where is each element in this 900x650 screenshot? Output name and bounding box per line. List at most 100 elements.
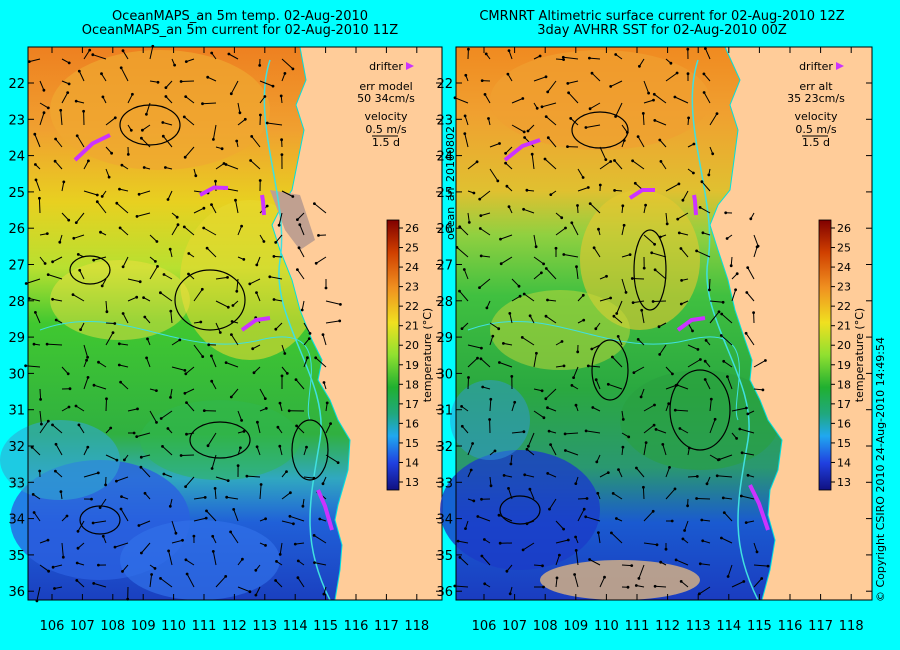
current-arrow [185, 559, 195, 566]
current-arrow [206, 247, 217, 258]
current-arrow [295, 542, 305, 545]
current-arrow-head [581, 176, 585, 179]
current-arrow-head [129, 128, 133, 132]
current-arrow-head [472, 499, 476, 503]
current-arrow-head [113, 116, 117, 120]
current-arrow-head [249, 159, 253, 162]
current-arrow [228, 53, 239, 60]
current-arrow [643, 80, 650, 94]
legend-err-label: err alt [799, 80, 833, 93]
current-arrow-head [678, 427, 682, 430]
current-arrow-head [632, 371, 636, 374]
current-arrow-head [520, 336, 524, 339]
current-arrow [60, 110, 63, 126]
current-arrow [138, 190, 151, 195]
current-arrow [467, 357, 478, 368]
current-arrow-head [487, 117, 490, 120]
current-arrow-head [220, 147, 224, 151]
current-arrow [531, 154, 535, 170]
current-arrow [479, 278, 491, 288]
current-arrow-head [626, 585, 630, 589]
current-arrow-head [548, 507, 551, 511]
current-arrow-head [676, 217, 680, 221]
current-arrow-head [702, 72, 706, 76]
current-arrow-head [498, 142, 501, 145]
current-arrow-head [139, 465, 143, 469]
current-arrow-head [659, 160, 663, 163]
current-arrow [533, 76, 547, 82]
current-arrow-head [74, 99, 78, 103]
current-arrow-head [635, 466, 638, 470]
current-arrow [555, 539, 569, 544]
current-arrow-head [164, 86, 168, 89]
lon-tick-label: 107 [502, 619, 527, 634]
drifter-track [260, 194, 266, 216]
current-arrow-head [75, 561, 79, 565]
current-arrow [215, 163, 225, 170]
current-arrow-head [588, 107, 592, 111]
current-arrow-head [211, 534, 215, 538]
current-arrow [259, 388, 266, 399]
current-arrow-head [472, 191, 476, 195]
current-arrow-head [169, 396, 172, 399]
current-arrow-head [183, 369, 187, 372]
current-arrow [76, 580, 85, 588]
current-arrow-head [654, 428, 658, 431]
current-arrow-head [243, 117, 247, 121]
legend-drifter-icon [836, 62, 844, 70]
current-arrow-head [87, 159, 90, 163]
current-arrow-head [562, 527, 565, 531]
current-arrow [636, 467, 645, 478]
current-arrow [76, 135, 85, 148]
current-arrow-head [43, 262, 47, 265]
lat-tick-label: 27 [436, 259, 453, 274]
current-arrow [665, 183, 680, 192]
current-arrow-head [226, 479, 230, 482]
current-arrow-head [522, 430, 526, 434]
legend-err-label: err model [359, 80, 412, 93]
current-arrow-head [74, 404, 78, 408]
current-arrow-head [582, 507, 586, 511]
current-arrow-head [681, 537, 685, 541]
current-arrow-head [338, 319, 342, 323]
current-arrow-head [686, 504, 689, 508]
current-arrow-head [460, 405, 463, 408]
current-arrow [599, 146, 607, 160]
current-arrow-head [184, 485, 188, 488]
current-arrow [149, 46, 154, 60]
colorbar-tick-label: 18 [837, 378, 851, 391]
current-arrow-head [88, 48, 92, 52]
current-arrow [467, 377, 469, 390]
current-arrow [246, 475, 261, 478]
current-arrow-head [700, 518, 704, 522]
current-arrow [611, 532, 623, 544]
current-arrow [83, 377, 89, 390]
current-arrow [185, 96, 195, 104]
current-arrow-head [67, 82, 71, 86]
current-arrow [275, 580, 283, 588]
current-arrow-head [105, 397, 108, 401]
lat-tick-label: 25 [436, 186, 453, 201]
current-arrow-head [631, 159, 634, 163]
current-arrow-head [502, 342, 505, 345]
current-arrow-head [78, 268, 82, 272]
current-arrow-head [288, 514, 292, 518]
current-arrow [753, 388, 763, 391]
current-arrow [555, 227, 566, 236]
current-arrow [83, 344, 89, 358]
current-arrow [489, 143, 500, 148]
lon-tick-label: 110 [594, 619, 619, 634]
current-arrow [83, 446, 89, 456]
current-arrow [550, 444, 557, 456]
current-arrow [567, 80, 579, 84]
current-arrow-head [205, 509, 208, 513]
current-arrow-head [744, 331, 748, 335]
current-arrow-head [187, 252, 191, 255]
current-arrow [505, 162, 513, 170]
current-arrow-head [38, 196, 41, 200]
current-arrow [250, 160, 261, 170]
current-arrow-head [126, 153, 130, 156]
current-arrow [105, 168, 110, 178]
current-arrow-head [32, 511, 36, 514]
current-arrow [511, 124, 525, 133]
